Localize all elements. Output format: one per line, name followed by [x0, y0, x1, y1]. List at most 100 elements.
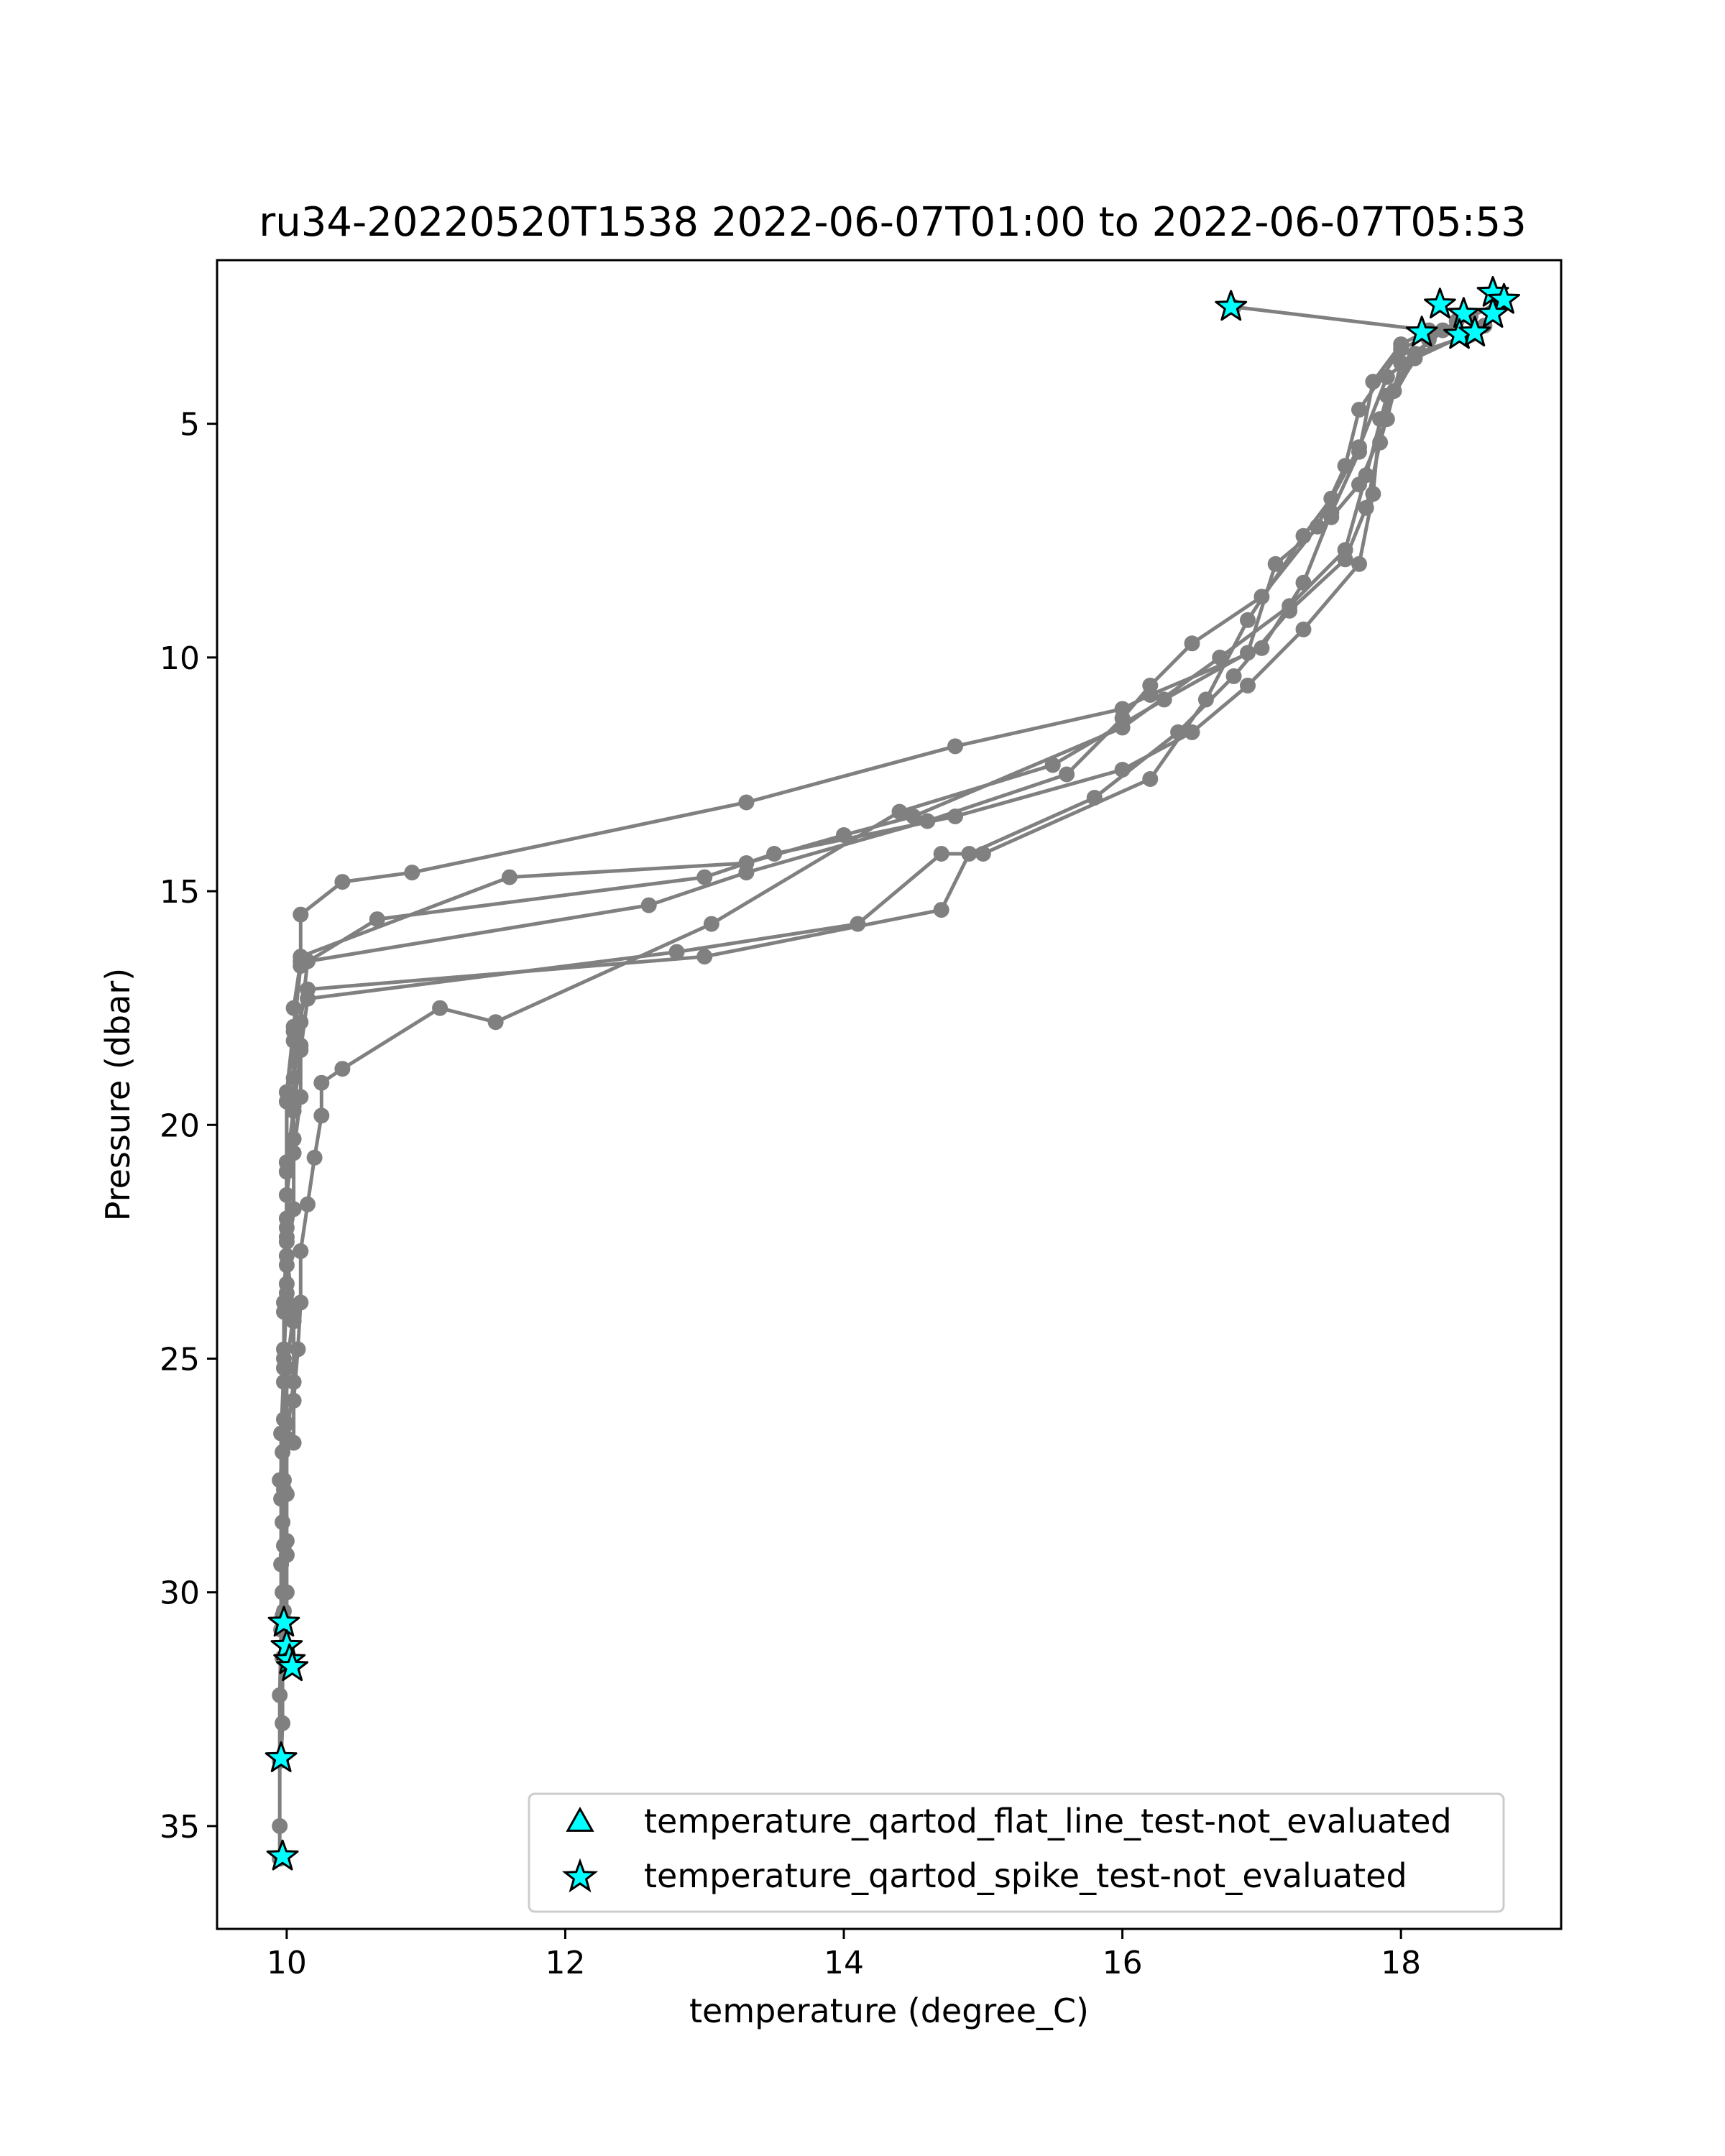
data-point	[1337, 551, 1353, 568]
data-point	[278, 1276, 295, 1292]
data-point	[1323, 490, 1340, 507]
data-point	[891, 803, 908, 820]
flag-layer	[264, 276, 1520, 1871]
data-point	[273, 1491, 290, 1507]
legend-label-spike: temperature_qartod_spike_test-not_evalua…	[644, 1856, 1407, 1895]
data-point	[1142, 677, 1159, 694]
data-point	[1351, 476, 1367, 493]
profile-line-2	[277, 314, 1472, 1649]
x-tick-label: 18	[1381, 1945, 1421, 1981]
data-point	[1351, 556, 1367, 572]
data-point	[306, 1149, 323, 1166]
spike-flag-marker	[1488, 282, 1520, 314]
spike-flag-marker	[1476, 297, 1509, 328]
x-tick-label: 12	[545, 1945, 585, 1981]
legend-label-flat-line: temperature_qartod_flat_line_test-not_ev…	[644, 1802, 1452, 1841]
data-point	[1059, 766, 1075, 783]
spike-flag-marker	[267, 1606, 300, 1637]
data-point	[1379, 411, 1395, 428]
legend-box	[528, 1792, 1505, 1913]
data-point	[278, 1154, 295, 1171]
data-point	[1379, 369, 1395, 385]
y-tick-label: 30	[160, 1575, 200, 1612]
x-tick-label: 14	[824, 1945, 864, 1981]
data-point	[272, 1818, 288, 1834]
data-point	[1240, 645, 1256, 661]
data-point	[404, 865, 420, 881]
data-point	[1351, 439, 1367, 456]
spike-flag-marker	[1215, 290, 1248, 321]
data-point	[1142, 771, 1159, 787]
data-point	[273, 1425, 290, 1442]
spike-flag-marker	[1424, 287, 1456, 319]
data-point	[668, 944, 685, 960]
data-point	[1323, 509, 1340, 525]
data-point	[905, 808, 921, 824]
data-point	[432, 1000, 448, 1016]
data-point	[1358, 499, 1374, 516]
data-point	[293, 1243, 309, 1259]
data-point	[285, 1434, 302, 1451]
data-point	[696, 949, 713, 965]
data-point	[1295, 621, 1312, 637]
data-point	[276, 1341, 292, 1358]
data-point	[933, 846, 949, 862]
data-point	[285, 1102, 302, 1119]
data-point	[300, 1196, 316, 1212]
spike-flag-marker	[1447, 297, 1480, 328]
data-point	[334, 874, 351, 890]
series-layer	[272, 294, 1506, 1867]
y-tick-label: 10	[160, 640, 200, 677]
spike-flag-marker	[264, 1741, 298, 1772]
data-point	[738, 794, 755, 811]
y-tick-label: 15	[160, 874, 200, 911]
y-tick-label: 5	[180, 407, 200, 443]
y-tick-label: 20	[160, 1107, 200, 1144]
data-point	[766, 846, 783, 862]
data-point	[1282, 602, 1298, 619]
data-point	[285, 1393, 302, 1409]
data-point	[1295, 528, 1312, 544]
data-point	[1184, 724, 1200, 740]
data-point	[369, 911, 385, 928]
data-point	[278, 1210, 295, 1227]
data-point	[1240, 612, 1256, 628]
data-point	[501, 869, 518, 885]
spike-flag-marker	[1405, 315, 1438, 347]
data-point	[293, 906, 309, 923]
y-tick-label: 35	[160, 1809, 200, 1846]
profile-line-6	[282, 328, 1444, 1546]
data-point	[703, 916, 719, 932]
x-tick-label: 16	[1103, 1945, 1143, 1981]
x-axis: 10 12 14 16 18	[267, 1929, 1421, 1981]
data-point	[334, 1061, 351, 1077]
data-point	[1351, 402, 1367, 418]
profile-line-3	[282, 333, 1471, 1663]
data-point	[276, 1411, 292, 1427]
data-point	[1184, 635, 1200, 652]
spike-flag-marker	[1458, 315, 1491, 347]
spike-flag-marker	[276, 1650, 309, 1682]
data-point	[290, 1341, 306, 1358]
data-point	[1197, 691, 1214, 708]
spike-flag-marker	[266, 1839, 299, 1871]
profile-line-1	[280, 305, 1431, 1616]
profile-line-5	[277, 300, 1499, 1859]
data-point	[1240, 677, 1256, 694]
data-point	[313, 1107, 330, 1124]
data-point	[276, 1472, 292, 1488]
data-point	[272, 1687, 288, 1703]
data-point	[1156, 691, 1172, 708]
data-point	[293, 958, 309, 975]
x-tick-label: 10	[267, 1945, 307, 1981]
data-point	[1254, 640, 1270, 656]
data-point	[975, 846, 991, 862]
data-point	[947, 738, 963, 755]
legend-triangle-marker	[566, 1806, 594, 1832]
data-point	[293, 1294, 309, 1311]
data-point	[300, 990, 316, 1007]
data-point	[1225, 668, 1242, 684]
data-point	[640, 897, 657, 913]
data-point	[1393, 341, 1409, 357]
